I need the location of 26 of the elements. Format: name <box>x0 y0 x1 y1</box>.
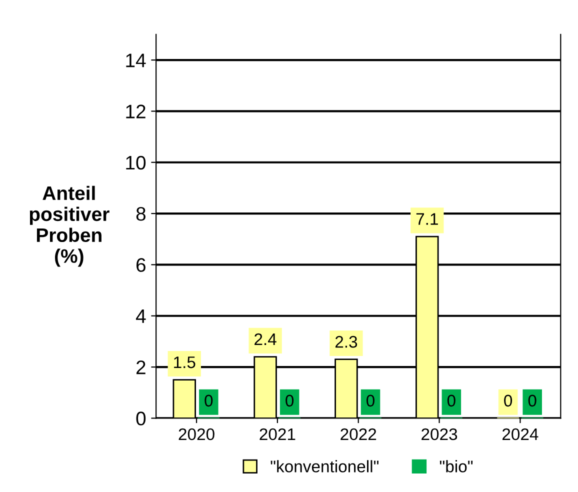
legend-label: "konventionell" <box>270 460 379 472</box>
data-label: 2.4 <box>254 333 276 346</box>
legend-label: "bio" <box>440 460 473 472</box>
data-label: 0 <box>204 394 213 407</box>
y-tick-label: 8 <box>136 206 146 221</box>
data-label: 2.3 <box>335 336 358 348</box>
y-tick-label: 4 <box>136 310 146 323</box>
y-axis-title: Anteil positiver Proben (%) <box>30 186 110 267</box>
data-label: 0 <box>366 394 374 407</box>
x-tick-label: 2021 <box>260 428 296 440</box>
y-tick-label: 10 <box>126 156 146 170</box>
x-tick-label: 2020 <box>178 428 214 440</box>
y-tick-label: 0 <box>136 412 146 426</box>
x-tick-label: 2024 <box>502 428 538 440</box>
data-label: 0 <box>286 394 294 407</box>
y-tick-label: 14 <box>126 54 146 68</box>
x-tick-label: 2023 <box>422 428 458 440</box>
x-tick-label: 2022 <box>340 428 376 440</box>
data-label: 7.1 <box>416 213 438 225</box>
data-label: 0 <box>528 394 536 407</box>
data-label: 1.5 <box>174 356 196 368</box>
y-tick-label: 12 <box>126 104 146 118</box>
y-tick-label: 6 <box>136 258 146 272</box>
y-tick-label: 2 <box>136 360 146 374</box>
data-label: 0 <box>504 394 512 407</box>
data-label: 0 <box>447 394 456 407</box>
